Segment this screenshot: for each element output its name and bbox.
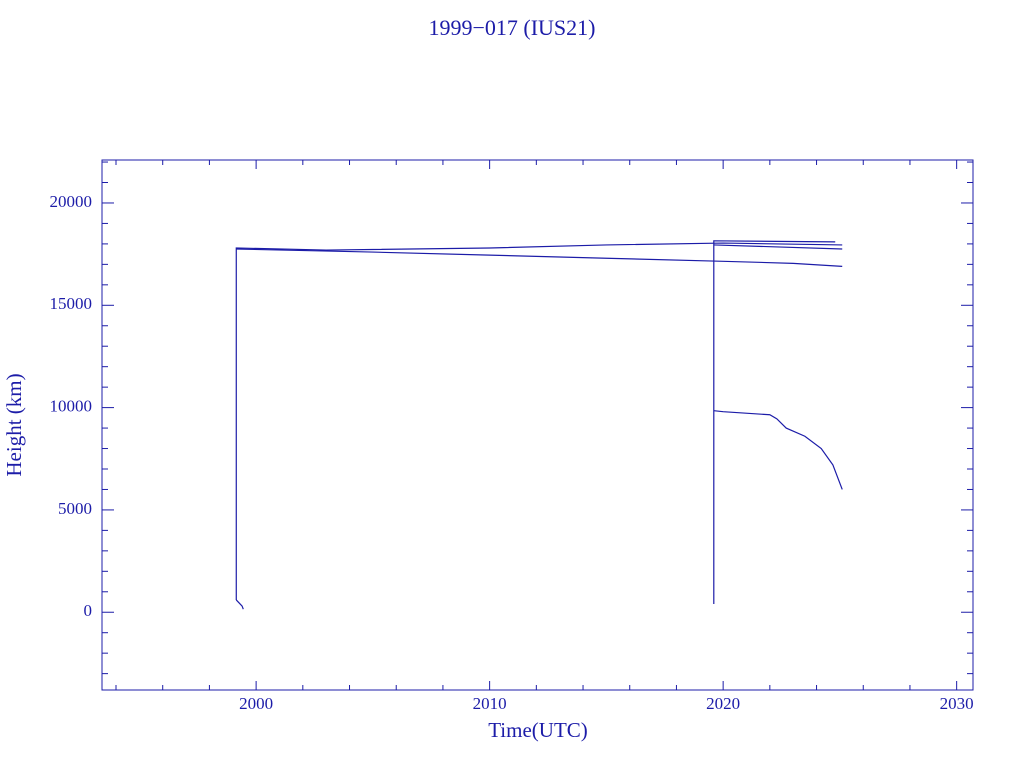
y-tick-label: 20000: [50, 192, 93, 211]
data-line: [713, 240, 836, 605]
data-line: [235, 599, 244, 610]
data-line: [713, 410, 843, 490]
x-tick-label: 2010: [473, 694, 507, 713]
data-line: [713, 244, 843, 250]
y-tick-label: 5000: [58, 499, 92, 518]
y-tick-label: 0: [84, 601, 93, 620]
data-line: [235, 242, 843, 600]
data-line: [236, 248, 843, 268]
plot-frame: [101, 159, 974, 691]
x-tick-label: 2000: [239, 694, 273, 713]
y-tick-label: 10000: [50, 397, 93, 416]
x-axis-label: Time(UTC): [488, 718, 588, 742]
x-tick-label: 2020: [706, 694, 740, 713]
x-tick-label: 2030: [940, 694, 974, 713]
y-tick-label: 15000: [50, 294, 93, 313]
y-axis-label: Height (km): [2, 373, 26, 476]
chart-title: 1999−017 (IUS21): [428, 15, 595, 40]
